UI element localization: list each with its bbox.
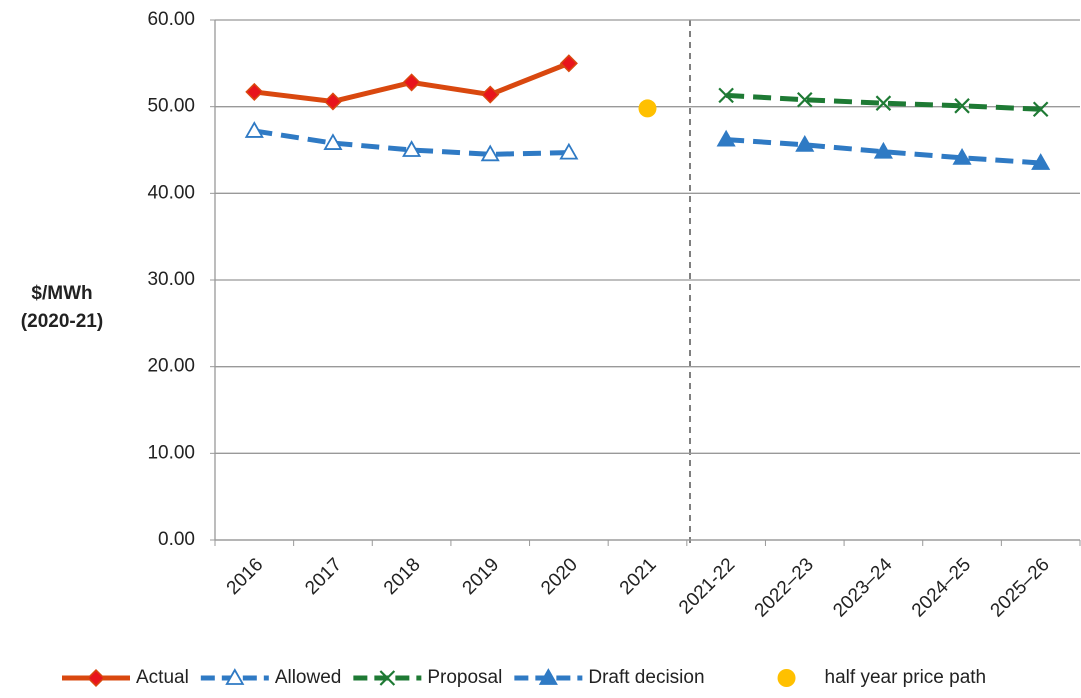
marker <box>1031 153 1051 170</box>
legend-item: Allowed <box>200 667 342 688</box>
y-tick-label: 10.00 <box>147 442 195 463</box>
legend-item: Actual <box>62 667 189 688</box>
x-tick-label: 2018 <box>380 554 425 599</box>
marker <box>244 121 264 138</box>
marker <box>559 142 579 160</box>
marker <box>402 140 422 157</box>
marker <box>796 91 813 108</box>
x-tick-label: 2017 <box>301 554 346 599</box>
x-tick-label: 2024–25 <box>908 554 975 621</box>
marker <box>402 73 421 92</box>
x-tick-label: 2020 <box>537 554 582 599</box>
marker <box>245 82 264 101</box>
y-tick-label: 50.00 <box>147 96 195 117</box>
x-tick-label: 2021-22 <box>675 554 739 618</box>
legend-label: Actual <box>136 667 189 688</box>
marker <box>480 144 500 162</box>
marker <box>795 134 815 152</box>
y-tick-label: 20.00 <box>147 356 195 377</box>
marker <box>481 85 500 104</box>
marker <box>875 95 892 111</box>
marker <box>1032 101 1049 118</box>
legend-label: half year price path <box>825 667 987 688</box>
marker <box>86 668 106 688</box>
marker <box>323 133 343 150</box>
y-tick-label: 0.00 <box>158 529 195 550</box>
y-tick-label: 60.00 <box>147 9 195 30</box>
marker <box>225 668 245 685</box>
marker <box>718 87 734 104</box>
x-tick-label: 2021 <box>616 554 661 599</box>
y-tick-label: 30.00 <box>147 269 195 290</box>
marker <box>379 670 396 686</box>
y-tick-label: 40.00 <box>147 182 195 203</box>
marker <box>559 54 578 73</box>
legend-item: Draft decision <box>514 667 705 688</box>
marker <box>954 98 970 114</box>
marker <box>873 141 893 159</box>
legend-label: Proposal <box>427 667 502 688</box>
marker <box>538 668 558 685</box>
y-label: $/MWh <box>31 283 92 304</box>
x-tick-label: 2016 <box>223 554 268 599</box>
legend-label: Allowed <box>275 667 342 688</box>
x-tick-label: 2022–23 <box>751 554 818 621</box>
marker <box>952 147 972 165</box>
marker <box>716 129 736 147</box>
legend-item: Proposal <box>353 667 502 688</box>
marker <box>777 669 796 687</box>
marker <box>323 92 343 111</box>
x-tick-label: 2019 <box>459 554 504 599</box>
legend-label: Draft decision <box>588 667 704 688</box>
x-tick-label: 2025–26 <box>987 554 1054 621</box>
marker <box>638 99 657 118</box>
x-tick-label: 2023–24 <box>829 554 896 621</box>
y-label: (2020-21) <box>21 311 103 332</box>
legend-item: half year price path <box>777 667 987 688</box>
